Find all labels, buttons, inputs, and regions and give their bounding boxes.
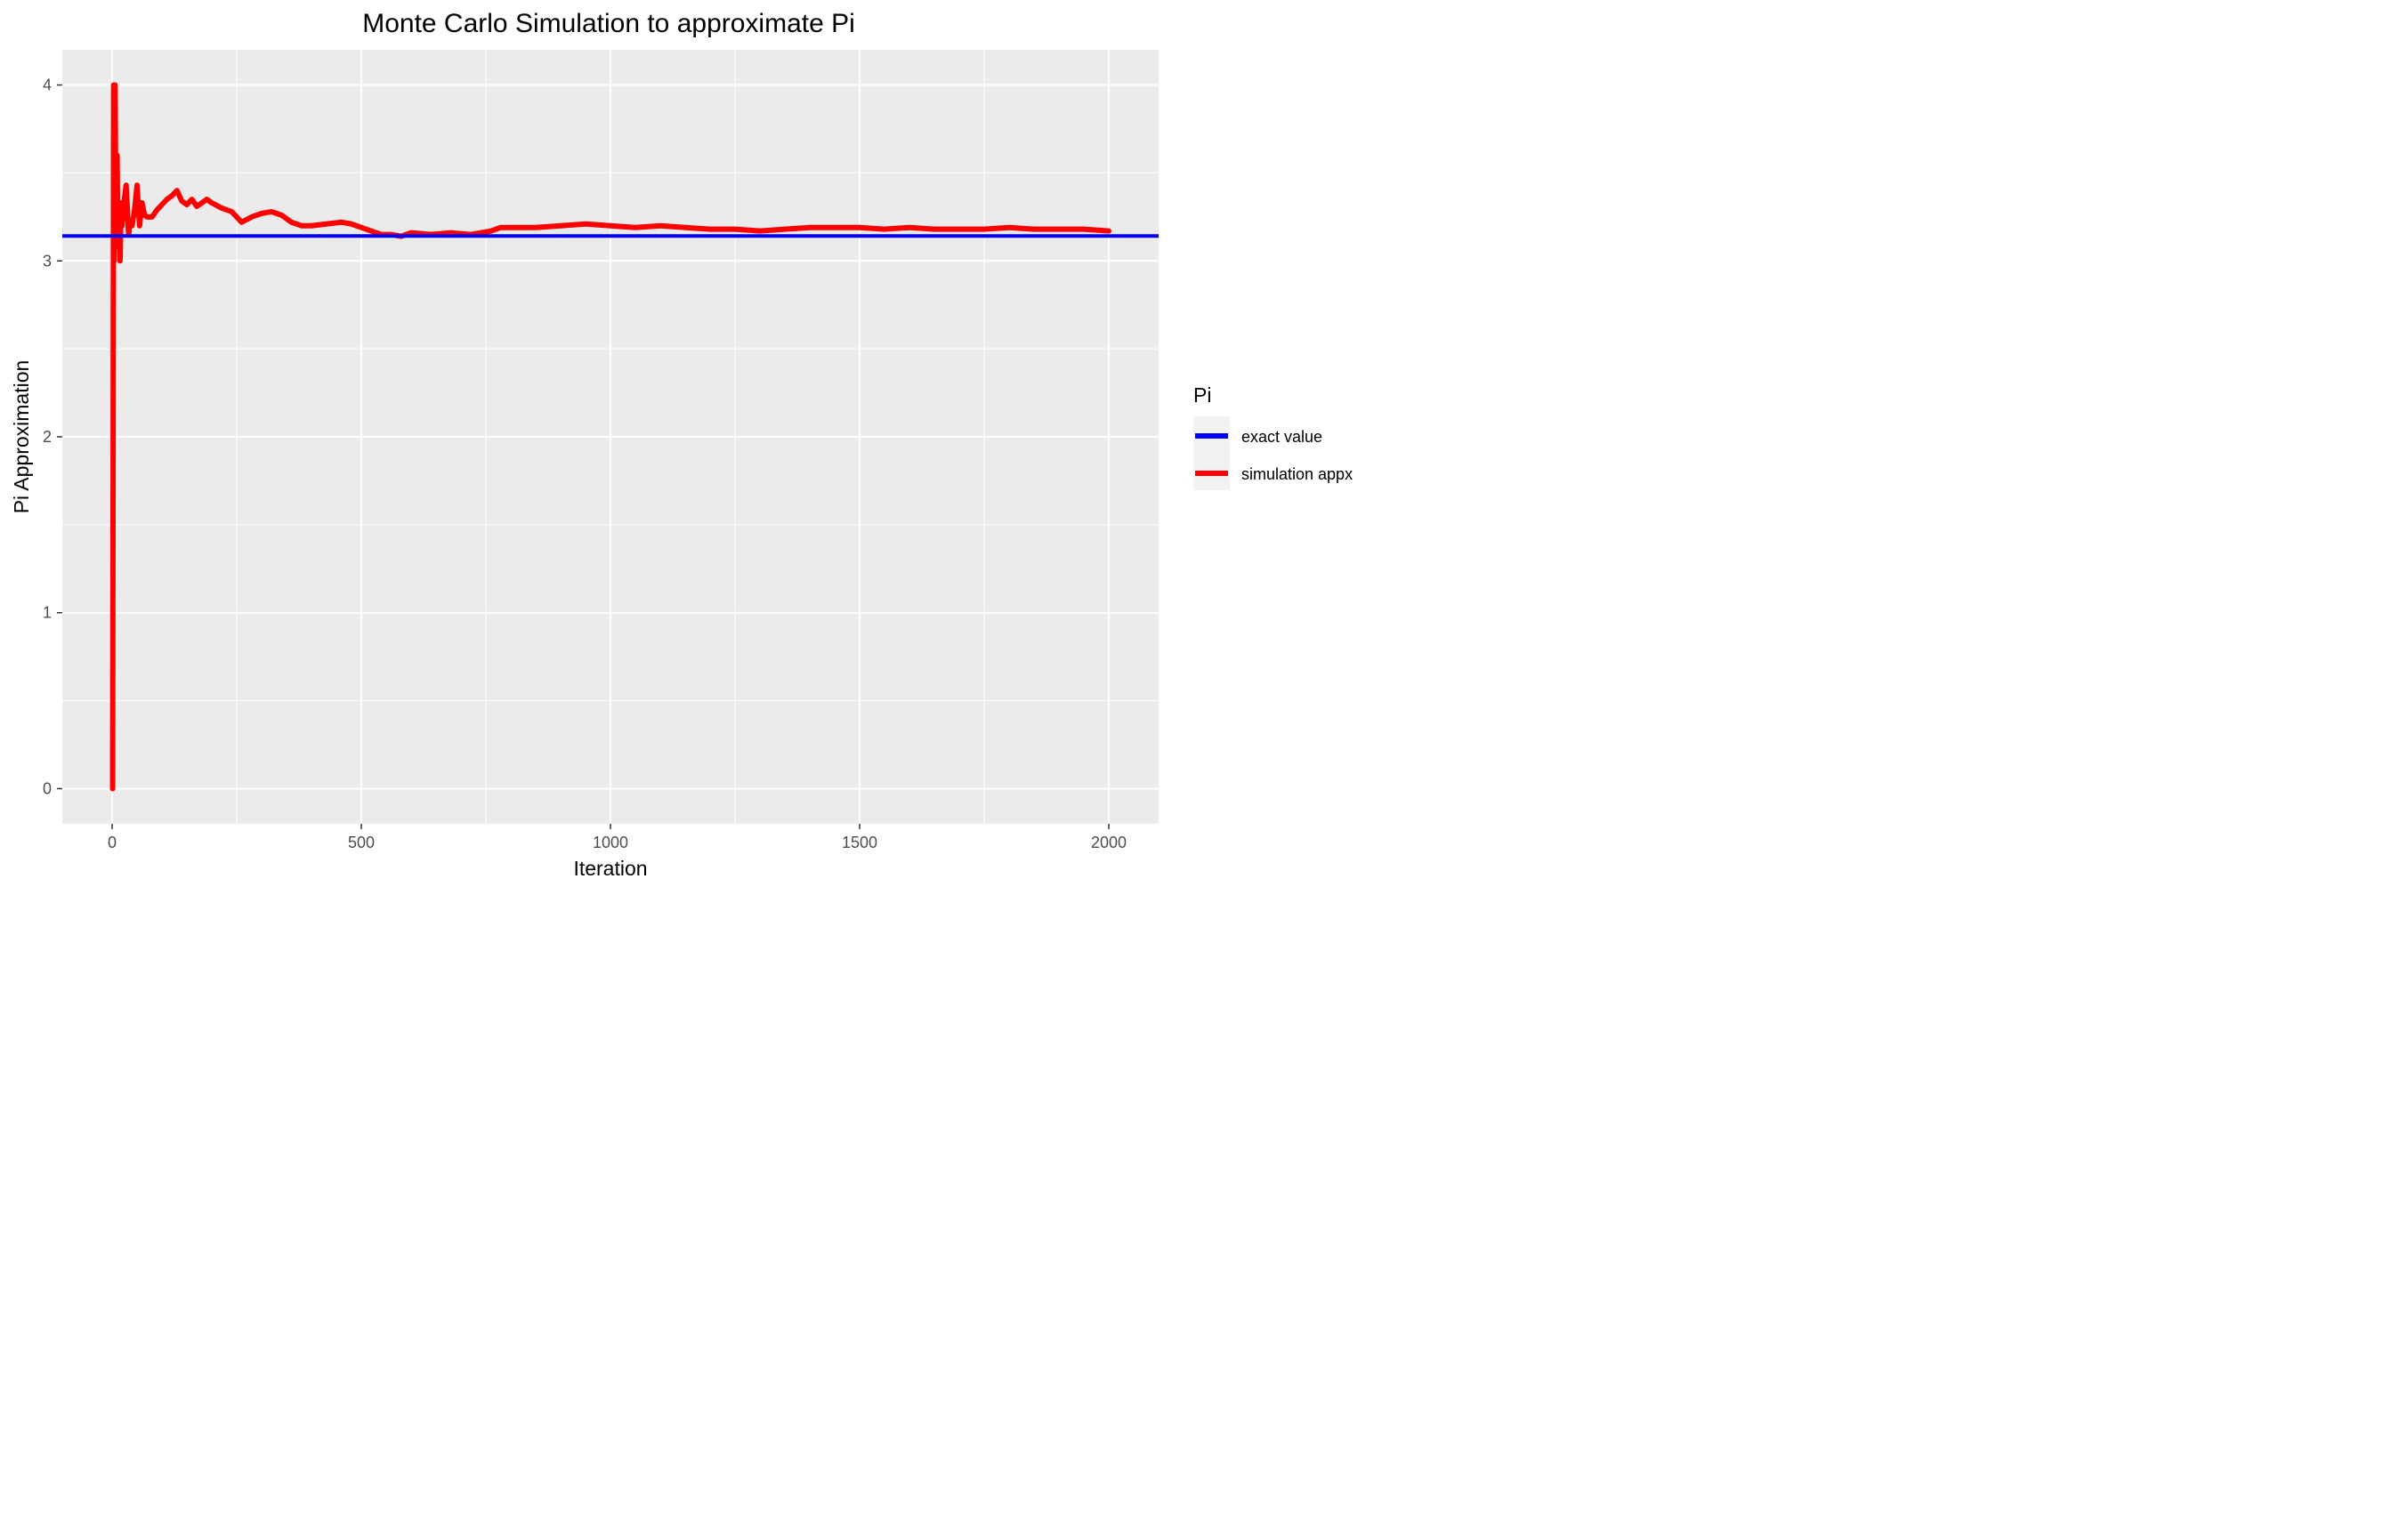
x-tick-label: 1500 — [842, 834, 877, 851]
x-axis: 0 500 1000 1500 2000 — [108, 824, 1127, 851]
chart-title: Monte Carlo Simulation to approximate Pi — [362, 9, 855, 38]
legend-label-simulation-appx: simulation appx — [1241, 465, 1353, 483]
legend: Pi exact value simulation appx — [1193, 383, 1353, 490]
legend-label-exact-value: exact value — [1241, 428, 1322, 446]
y-tick-label: 2 — [43, 428, 52, 446]
y-axis: 0 1 2 3 4 — [43, 77, 62, 797]
series-line-simulation-appx — [109, 82, 1111, 792]
x-tick-label: 500 — [348, 834, 375, 851]
legend-key-background — [1193, 416, 1230, 490]
chart: Monte Carlo Simulation to approximate Pi… — [10, 9, 1353, 880]
y-tick-label: 1 — [43, 604, 52, 622]
y-tick-label: 3 — [43, 252, 52, 270]
plot-lines — [62, 82, 1159, 792]
y-tick-label: 0 — [43, 779, 52, 797]
legend-title: Pi — [1193, 383, 1211, 407]
x-tick-label: 1000 — [593, 834, 628, 851]
y-axis-title: Pi Approximation — [10, 360, 33, 514]
x-axis-title: Iteration — [573, 857, 647, 880]
y-tick-label: 4 — [43, 77, 52, 94]
x-tick-label: 2000 — [1091, 834, 1127, 851]
x-tick-label: 0 — [108, 834, 117, 851]
